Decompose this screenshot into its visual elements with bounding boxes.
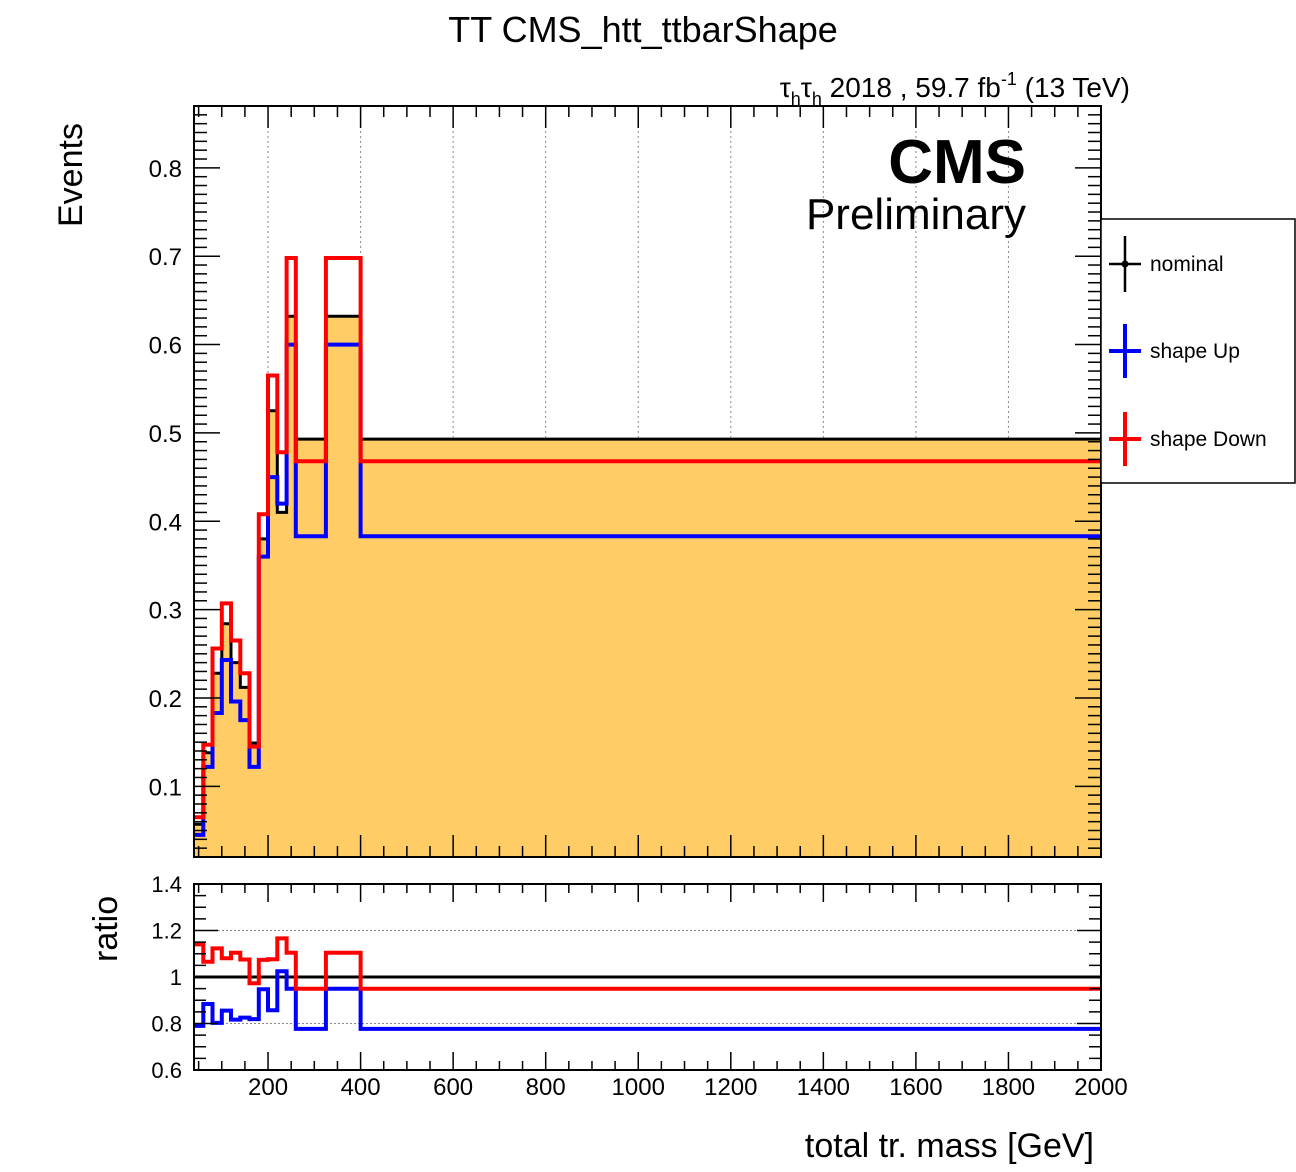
main-y-tick-label: 0.2 bbox=[149, 686, 182, 713]
legend-entry-nominal: nominal bbox=[1109, 236, 1224, 292]
lumi-sub-1: h bbox=[791, 89, 801, 109]
legend-label-nominal: nominal bbox=[1150, 253, 1224, 276]
lumi-exp: -1 bbox=[1001, 69, 1017, 89]
cms-preliminary-label: Preliminary bbox=[806, 190, 1026, 239]
ratio-y-tick-label: 1.2 bbox=[151, 919, 182, 944]
main-y-tick-label: 0.7 bbox=[149, 244, 182, 271]
ratio-y-ticks: 0.6 0.8 1 1.2 1.4 bbox=[151, 872, 1101, 1083]
legend-label-shape-up: shape Up bbox=[1150, 340, 1240, 363]
lumi-label: τhτh 2018 , 59.7 fb-1 (13 TeV) bbox=[780, 69, 1130, 109]
lumi-sub-2: h bbox=[812, 89, 822, 109]
ratio-y-tick-label: 1 bbox=[170, 965, 182, 990]
ratio-y-axis-title: ratio bbox=[87, 896, 125, 962]
main-y-tick-label: 0.4 bbox=[149, 509, 182, 536]
shape-up-histogram-line bbox=[194, 342, 1101, 837]
x-tick-label: 800 bbox=[526, 1074, 566, 1101]
ratio-x-ticks: 200 400 600 800 1000 1200 1400 1600 1800 2000 bbox=[197, 884, 1128, 1101]
main-y-tick-label: 0.3 bbox=[149, 598, 182, 625]
main-y-ticks: 0.1 0.2 0.3 0.4 0.5 0.6 0.7 0.8 bbox=[149, 114, 1101, 849]
ratio-shape-up-line bbox=[194, 969, 1101, 1031]
ratio-y-tick-label: 0.8 bbox=[151, 1012, 182, 1037]
main-y-tick-label: 0.8 bbox=[149, 156, 182, 183]
main-y-axis-title: Events bbox=[52, 123, 90, 227]
shape-down-histogram-line bbox=[194, 256, 1101, 820]
nominal-fill-area bbox=[194, 316, 1101, 857]
ratio-grid bbox=[194, 930, 1101, 1024]
lumi-text: 2018 , 59.7 fb bbox=[822, 72, 1001, 103]
x-tick-label: 1200 bbox=[704, 1074, 757, 1101]
lumi-tau-1: τ bbox=[780, 72, 791, 103]
main-y-tick-label: 0.6 bbox=[149, 333, 182, 360]
main-x-ticks bbox=[197, 106, 1102, 857]
main-y-tick-label: 0.1 bbox=[149, 774, 182, 801]
ratio-shape-down-line bbox=[194, 936, 1101, 991]
lumi-tau-2: τ bbox=[801, 72, 812, 103]
legend-entry-shape-down: shape Down bbox=[1109, 412, 1267, 466]
x-tick-label: 1800 bbox=[982, 1074, 1035, 1101]
ratio-y-tick-label: 1.4 bbox=[151, 872, 182, 897]
x-tick-label: 2000 bbox=[1074, 1074, 1127, 1101]
cms-label: CMS bbox=[888, 128, 1026, 197]
main-y-tick-label: 0.5 bbox=[149, 421, 182, 448]
x-tick-label: 600 bbox=[433, 1074, 473, 1101]
x-tick-label: 1000 bbox=[612, 1074, 665, 1101]
legend-entry-shape-up: shape Up bbox=[1109, 324, 1240, 378]
x-tick-label: 1400 bbox=[797, 1074, 850, 1101]
chart-title: TT CMS_htt_ttbarShape bbox=[448, 9, 838, 50]
x-axis-title: total tr. mass [GeV] bbox=[805, 1127, 1094, 1165]
ratio-y-tick-label: 0.6 bbox=[151, 1058, 182, 1083]
legend-label-shape-down: shape Down bbox=[1150, 428, 1267, 451]
x-tick-label: 400 bbox=[341, 1074, 381, 1101]
lumi-energy: (13 TeV) bbox=[1017, 72, 1130, 103]
x-tick-label: 200 bbox=[248, 1074, 288, 1101]
x-tick-label: 1600 bbox=[889, 1074, 942, 1101]
legend: nominal shape Up shape Down bbox=[1100, 218, 1296, 484]
